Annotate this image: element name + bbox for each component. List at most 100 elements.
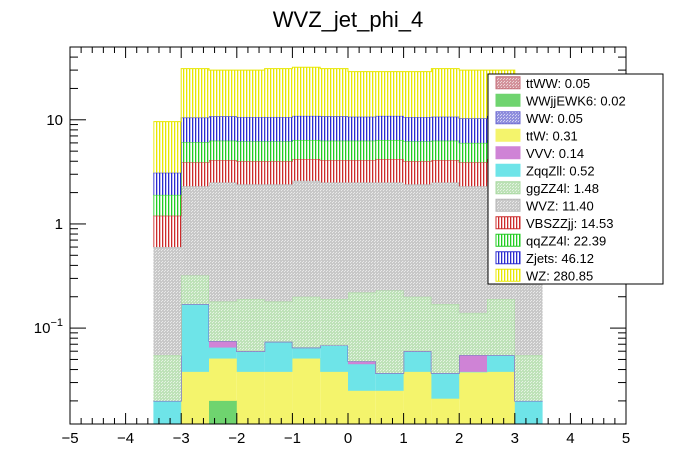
bar-wvz-bin-7 — [348, 182, 376, 293]
bar-vbszzjj-bin-9 — [403, 161, 432, 185]
x-tick-label: −5 — [61, 430, 78, 447]
bar-zjets-bin-5 — [292, 115, 321, 140]
legend-swatch-ww — [495, 111, 521, 125]
bar-ggzz4l-bin-5 — [292, 296, 321, 348]
legend-label-ww: WW: 0.05 — [526, 111, 583, 126]
bar-ttw-bin-6 — [320, 371, 348, 424]
bar-ggzz4l-bin-7 — [348, 292, 376, 362]
bar-ttw-bin-3 — [236, 371, 265, 424]
bar-zjets-bin-2 — [209, 116, 237, 141]
bar-qqzz4l-bin-4 — [264, 141, 293, 162]
legend-box — [487, 73, 664, 285]
legend-label-zqqzll: ZqqZll: 0.52 — [526, 163, 595, 178]
bar-ttw-bin-8 — [375, 390, 404, 424]
bar-wvz-bin-0 — [153, 247, 182, 356]
bar-qqzz4l-bin-1 — [181, 142, 209, 163]
bar-zqqzll-bin-8 — [375, 373, 404, 391]
bar-vbszzjj-bin-6 — [320, 160, 348, 183]
y-tick-label: 10−1 — [34, 317, 63, 337]
bar-vbszzjj-bin-2 — [209, 160, 237, 183]
legend-swatch-ggzz4l — [495, 181, 521, 195]
bar-zqqzll-bin-4 — [264, 341, 293, 372]
bar-vbszzjj-bin-11 — [459, 162, 487, 187]
bar-zjets-bin-9 — [403, 117, 432, 142]
bar-ggzz4l-bin-11 — [459, 312, 487, 356]
bar-vbszzjj-bin-5 — [292, 159, 321, 181]
bar-zjets-bin-6 — [320, 116, 348, 141]
bar-ttw-bin-5 — [292, 358, 321, 424]
bar-ggzz4l-bin-0 — [153, 355, 182, 401]
bar-vbszzjj-bin-3 — [236, 161, 265, 185]
bar-qqzz4l-bin-11 — [459, 142, 487, 163]
bar-wz-bin-5 — [292, 67, 321, 116]
bar-ggzz4l-bin-10 — [431, 304, 460, 374]
legend: ttWW: 0.05 WWjjEWK6: 0.02 WW: 0.05 ttW: 0.3… — [487, 73, 664, 285]
bar-vbszzjj-bin-7 — [348, 160, 376, 183]
bar-zqqzll-bin-3 — [236, 351, 265, 372]
bar-ggzz4l-bin-3 — [236, 299, 265, 352]
bar-ggzz4l-bin-12 — [487, 299, 515, 356]
bar-vbszzjj-bin-10 — [431, 160, 460, 183]
bar-vvv-bin-7 — [348, 361, 376, 365]
bar-zqqzll-bin-12 — [487, 355, 515, 372]
bar-zjets-bin-8 — [375, 115, 404, 140]
bar-ggzz4l-bin-9 — [403, 296, 432, 352]
bar-wwjjewk6-bin-2 — [209, 400, 237, 424]
bar-ttw-bin-11 — [459, 371, 487, 424]
bar-ggzz4l-bin-13 — [514, 355, 543, 401]
bar-ttw-bin-10 — [431, 398, 460, 424]
x-tick-label: 0 — [344, 430, 352, 447]
bar-zqqzll-bin-13 — [514, 400, 543, 424]
bar-vbszzjj-bin-0 — [153, 215, 182, 248]
legend-label-zjets: Zjets: 46.12 — [526, 251, 594, 266]
legend-label-wz: WZ: 280.85 — [526, 268, 593, 283]
bar-zqqzll-bin-6 — [320, 345, 348, 372]
legend-swatch-wz — [495, 268, 521, 282]
bar-wz-bin-0 — [153, 121, 182, 173]
bar-wvz-bin-1 — [181, 186, 209, 276]
bar-wz-bin-6 — [320, 68, 348, 117]
legend-label-qqzz4l: qqZZ4l: 22.39 — [526, 233, 606, 248]
bar-wvz-bin-5 — [292, 180, 321, 297]
x-tick-label: 2 — [455, 430, 463, 447]
x-tick-label: 1 — [399, 430, 407, 447]
y-tick-label: 10 — [46, 112, 63, 129]
legend-label-wwjjewk6: WWjjEWK6: 0.02 — [526, 93, 626, 108]
bar-zqqzll-bin-2 — [209, 347, 237, 359]
outline-wz — [153, 66, 543, 123]
bar-qqzz4l-bin-6 — [320, 140, 348, 161]
bar-ttw-bin-9 — [403, 371, 432, 424]
bar-wvz-bin-10 — [431, 182, 460, 305]
x-tick-label: −4 — [117, 430, 134, 447]
bar-qqzz4l-bin-0 — [153, 194, 182, 216]
y-tick-label: 1 — [55, 216, 63, 233]
bar-zqqzll-bin-9 — [403, 351, 432, 372]
bar-qqzz4l-bin-3 — [236, 141, 265, 162]
bar-wvz-bin-9 — [403, 184, 432, 297]
legend-label-ggzz4l: ggZZ4l: 1.48 — [526, 181, 599, 196]
bar-wvz-bin-3 — [236, 184, 265, 300]
bar-wvz-bin-4 — [264, 184, 293, 302]
legend-label-vbszzjj: VBSZZjj: 14.53 — [526, 216, 613, 231]
bar-ggzz4l-bin-8 — [375, 290, 404, 374]
bar-zjets-bin-10 — [431, 116, 460, 141]
bar-zjets-bin-4 — [264, 117, 293, 142]
bar-qqzz4l-bin-8 — [375, 139, 404, 160]
bar-ttw-bin-2 — [209, 358, 237, 401]
legend-label-ttww: ttWW: 0.05 — [526, 76, 590, 91]
bar-zjets-bin-0 — [153, 172, 182, 195]
bar-wz-bin-7 — [348, 71, 376, 117]
bar-wz-bin-2 — [209, 70, 237, 117]
legend-swatch-wvz — [495, 198, 521, 212]
legend-swatch-vvv — [495, 146, 521, 160]
chart-title: WVZ_jet_phi_4 — [273, 7, 423, 32]
x-tick-label: 4 — [566, 430, 574, 447]
bar-zqqzll-bin-10 — [431, 373, 460, 399]
bar-qqzz4l-bin-7 — [348, 140, 376, 161]
bar-wz-bin-3 — [236, 70, 265, 118]
bar-wz-bin-1 — [181, 68, 209, 118]
bar-qqzz4l-bin-2 — [209, 140, 237, 161]
legend-swatch-qqzz4l — [495, 233, 521, 247]
bar-vbszzjj-bin-4 — [264, 161, 293, 185]
bar-ttw-bin-4 — [264, 371, 293, 424]
